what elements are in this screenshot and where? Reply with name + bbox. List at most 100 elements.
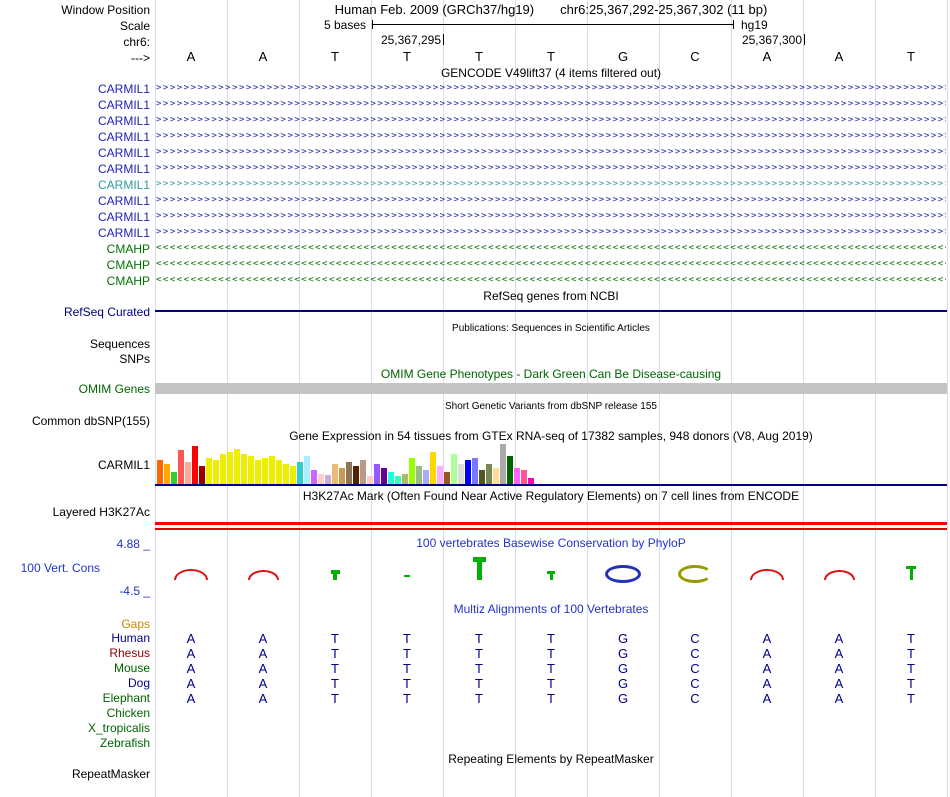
gene-label-carmil1[interactable]: CARMIL1	[97, 130, 150, 144]
gtex-bar[interactable]	[157, 460, 163, 484]
gtex-bar[interactable]	[297, 462, 303, 484]
dbsnp-label[interactable]: Common dbSNP(155)	[31, 414, 150, 428]
h3k27ac-signal-line-2[interactable]	[155, 528, 947, 530]
gtex-bar[interactable]	[458, 464, 464, 484]
omim-track-title[interactable]: OMIM Gene Phenotypes - Dark Green Can Be…	[380, 367, 722, 381]
snps-label[interactable]: SNPs	[119, 352, 150, 366]
gtex-bar[interactable]	[178, 450, 184, 484]
gtex-bar[interactable]	[276, 460, 282, 484]
species-label-x_tropicalis[interactable]: X_tropicalis	[87, 721, 150, 735]
gtex-gene-label[interactable]: CARMIL1	[97, 458, 150, 472]
gene-transcript-row[interactable]: <<<<<<<<<<<<<<<<<<<<<<<<<<<<<<<<<<<<<<<<…	[156, 243, 946, 253]
gtex-bar[interactable]	[164, 464, 170, 484]
gtex-bar[interactable]	[269, 456, 275, 484]
gtex-bar[interactable]	[248, 456, 254, 484]
gene-transcript-row[interactable]: >>>>>>>>>>>>>>>>>>>>>>>>>>>>>>>>>>>>>>>>…	[156, 179, 946, 189]
gene-transcript-row[interactable]: >>>>>>>>>>>>>>>>>>>>>>>>>>>>>>>>>>>>>>>>…	[156, 163, 946, 173]
gene-label-carmil1[interactable]: CARMIL1	[97, 82, 150, 96]
species-label-elephant[interactable]: Elephant	[102, 691, 150, 705]
gtex-bar[interactable]	[227, 452, 233, 484]
gencode-track-title[interactable]: GENCODE V49lift37 (4 items filtered out)	[440, 66, 662, 80]
gene-transcript-row[interactable]: >>>>>>>>>>>>>>>>>>>>>>>>>>>>>>>>>>>>>>>>…	[156, 115, 946, 125]
gtex-bar[interactable]	[213, 460, 219, 484]
gtex-bar[interactable]	[451, 454, 457, 484]
gene-label-carmil1[interactable]: CARMIL1	[97, 162, 150, 176]
gtex-bar[interactable]	[430, 452, 436, 484]
gene-label-carmil1[interactable]: CARMIL1	[97, 194, 150, 208]
gtex-bar[interactable]	[507, 456, 513, 484]
species-label-zebrafish[interactable]: Zebrafish	[99, 736, 150, 750]
gtex-bar[interactable]	[185, 462, 191, 484]
gene-label-cmahp[interactable]: CMAHP	[106, 258, 150, 272]
multiz-track-title[interactable]: Multiz Alignments of 100 Vertebrates	[453, 602, 649, 616]
gtex-bar[interactable]	[171, 472, 177, 484]
conservation-track-title[interactable]: 100 vertebrates Basewise Conservation by…	[416, 536, 686, 550]
gene-label-carmil1[interactable]: CARMIL1	[97, 98, 150, 112]
gtex-bar[interactable]	[339, 468, 345, 484]
gtex-bar[interactable]	[388, 472, 394, 484]
gtex-bar[interactable]	[416, 466, 422, 484]
species-label-dog[interactable]: Dog	[127, 676, 150, 690]
refseq-curated-label[interactable]: RefSeq Curated	[63, 305, 150, 319]
species-label-mouse[interactable]: Mouse	[113, 661, 150, 675]
gene-transcript-row[interactable]: >>>>>>>>>>>>>>>>>>>>>>>>>>>>>>>>>>>>>>>>…	[156, 195, 946, 205]
gtex-bar[interactable]	[367, 476, 373, 484]
gtex-bar[interactable]	[444, 472, 450, 484]
gtex-bar[interactable]	[283, 464, 289, 484]
gtex-bar[interactable]	[395, 476, 401, 484]
gtex-bar[interactable]	[290, 466, 296, 484]
gtex-bar[interactable]	[311, 470, 317, 484]
gtex-bar[interactable]	[423, 470, 429, 484]
species-label-human[interactable]: Human	[111, 631, 150, 645]
gtex-bar[interactable]	[304, 456, 310, 484]
gtex-bar[interactable]	[262, 458, 268, 484]
refseq-track-title[interactable]: RefSeq genes from NCBI	[483, 289, 619, 303]
gtex-bar[interactable]	[199, 466, 205, 484]
gtex-bar[interactable]	[514, 468, 520, 484]
conservation-label[interactable]: 100 Vert. Cons	[20, 561, 100, 575]
gtex-bar[interactable]	[409, 458, 415, 484]
gtex-bar[interactable]	[360, 460, 366, 484]
omim-gene-bar[interactable]	[155, 383, 947, 394]
gtex-track-title[interactable]: Gene Expression in 54 tissues from GTEx …	[289, 429, 813, 443]
gtex-bar[interactable]	[325, 475, 331, 484]
gene-label-cmahp[interactable]: CMAHP	[106, 274, 150, 288]
gtex-bar[interactable]	[192, 446, 198, 484]
gene-label-carmil1[interactable]: CARMIL1	[97, 114, 150, 128]
gtex-bar[interactable]	[346, 462, 352, 484]
gene-label-carmil1[interactable]: CARMIL1	[97, 178, 150, 192]
gtex-bar[interactable]	[206, 458, 212, 484]
gtex-bar[interactable]	[381, 468, 387, 484]
gtex-bar[interactable]	[493, 468, 499, 484]
gtex-bar[interactable]	[402, 474, 408, 484]
gtex-bar[interactable]	[437, 466, 443, 484]
h3k27ac-label[interactable]: Layered H3K27Ac	[52, 505, 150, 519]
gtex-bar[interactable]	[528, 478, 534, 484]
h3k27ac-track-title[interactable]: H3K27Ac Mark (Often Found Near Active Re…	[302, 489, 800, 503]
gene-label-carmil1[interactable]: CARMIL1	[97, 210, 150, 224]
gtex-bar[interactable]	[255, 460, 261, 484]
dbsnp-track-title[interactable]: Short Genetic Variants from dbSNP releas…	[445, 401, 657, 412]
gene-transcript-row[interactable]: >>>>>>>>>>>>>>>>>>>>>>>>>>>>>>>>>>>>>>>>…	[156, 83, 946, 93]
gene-label-cmahp[interactable]: CMAHP	[106, 242, 150, 256]
h3k27ac-signal-line-1[interactable]	[155, 522, 947, 525]
repeatmasker-label[interactable]: RepeatMasker	[71, 767, 150, 781]
gene-transcript-row[interactable]: >>>>>>>>>>>>>>>>>>>>>>>>>>>>>>>>>>>>>>>>…	[156, 227, 946, 237]
gtex-bar[interactable]	[332, 464, 338, 484]
sequences-label[interactable]: Sequences	[89, 337, 150, 351]
gene-label-carmil1[interactable]: CARMIL1	[97, 226, 150, 240]
gtex-bar[interactable]	[318, 474, 324, 484]
gtex-bar[interactable]	[472, 458, 478, 484]
refseq-curated-item[interactable]	[155, 310, 947, 312]
gene-transcript-row[interactable]: >>>>>>>>>>>>>>>>>>>>>>>>>>>>>>>>>>>>>>>>…	[156, 147, 946, 157]
gtex-bar[interactable]	[234, 449, 240, 484]
gene-label-carmil1[interactable]: CARMIL1	[97, 146, 150, 160]
gtex-bar[interactable]	[479, 470, 485, 484]
omim-genes-label[interactable]: OMIM Genes	[78, 382, 150, 396]
gaps-label[interactable]: Gaps	[121, 617, 150, 631]
repeatmasker-track-title[interactable]: Repeating Elements by RepeatMasker	[448, 752, 654, 766]
gtex-bar[interactable]	[500, 444, 506, 484]
species-label-rhesus[interactable]: Rhesus	[109, 646, 150, 660]
publications-track-title[interactable]: Publications: Sequences in Scientific Ar…	[452, 323, 650, 334]
gtex-bar[interactable]	[486, 464, 492, 484]
